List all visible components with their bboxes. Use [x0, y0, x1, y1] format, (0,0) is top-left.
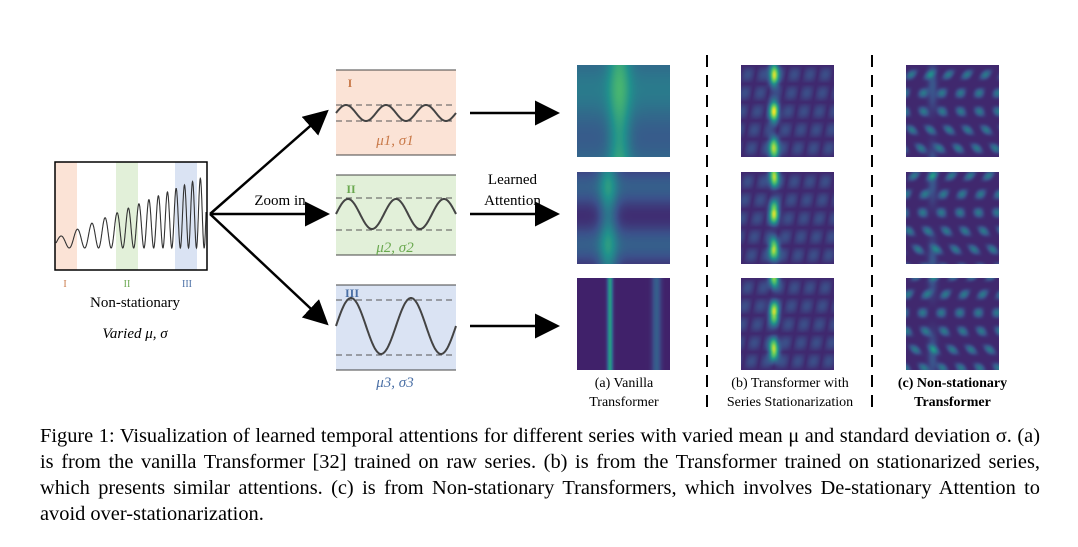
heatmap-c-2 [906, 172, 999, 264]
zoom-in-label: Zoom in [254, 193, 306, 209]
column-b-line2: Series Stationarization [726, 395, 854, 410]
column-c-line2: Transformer [914, 395, 991, 410]
column-a-line2: Transformer [589, 395, 659, 410]
attention-label: Attention [484, 193, 541, 209]
source-frame [54, 161, 208, 271]
zoom-panels [335, 69, 457, 371]
zoom-arrow-down [209, 213, 329, 326]
figure-graphics [54, 55, 873, 412]
nonstationary-label: Non-stationary [90, 295, 180, 311]
heatmap-a-1 [577, 65, 670, 157]
heatmap-c-3 [906, 278, 999, 370]
panel-2-stats: μ2, σ2 [376, 240, 414, 256]
figure-caption: Figure 1: Visualization of learned tempo… [40, 423, 1040, 527]
attention-arrows [470, 100, 560, 339]
source-series-plot [54, 161, 208, 271]
zoom-arrow-up [209, 109, 329, 215]
panel-3-stats: μ3, σ3 [376, 375, 414, 391]
column-c-line1: (c) Non-stationary [897, 376, 1008, 391]
heatmap-c-1 [906, 65, 999, 157]
region-label-III: III [182, 279, 192, 290]
zoom-arrows [209, 109, 330, 326]
panel-2-wave [335, 198, 457, 230]
learned-label: Learned [487, 172, 538, 188]
panel-3-roman: III [344, 286, 359, 300]
region-label-II: II [123, 279, 131, 290]
column-b-line1: (b) Transformer with [731, 376, 849, 391]
caption-text: Visualization of learned temporal attent… [40, 425, 1040, 525]
panel-1-stats: μ1, σ1 [376, 133, 414, 149]
source-waveform [55, 177, 207, 250]
heatmap-b-3 [741, 278, 834, 370]
region-I-band [55, 162, 77, 270]
region-label-I: I [63, 279, 67, 290]
column-a-line1: (a) Vanilla [594, 376, 654, 391]
heatmap-b-1 [741, 65, 834, 157]
panel-1-roman: I [347, 76, 353, 90]
heatmap-b-2 [741, 172, 834, 264]
zoom-panel-2 [336, 175, 456, 255]
varied-label: Varied μ, σ [102, 326, 168, 342]
heatmap-a-3 [577, 278, 670, 370]
panel-1-wave [335, 104, 457, 122]
panel-2-roman: II [346, 182, 356, 196]
caption-label: Figure 1: [40, 425, 115, 447]
heatmap-a-2 [577, 172, 670, 264]
panel-3-wave [335, 297, 457, 355]
figure-1: I II III Non-stationary Varied μ, σ Zoom… [54, 55, 1008, 412]
